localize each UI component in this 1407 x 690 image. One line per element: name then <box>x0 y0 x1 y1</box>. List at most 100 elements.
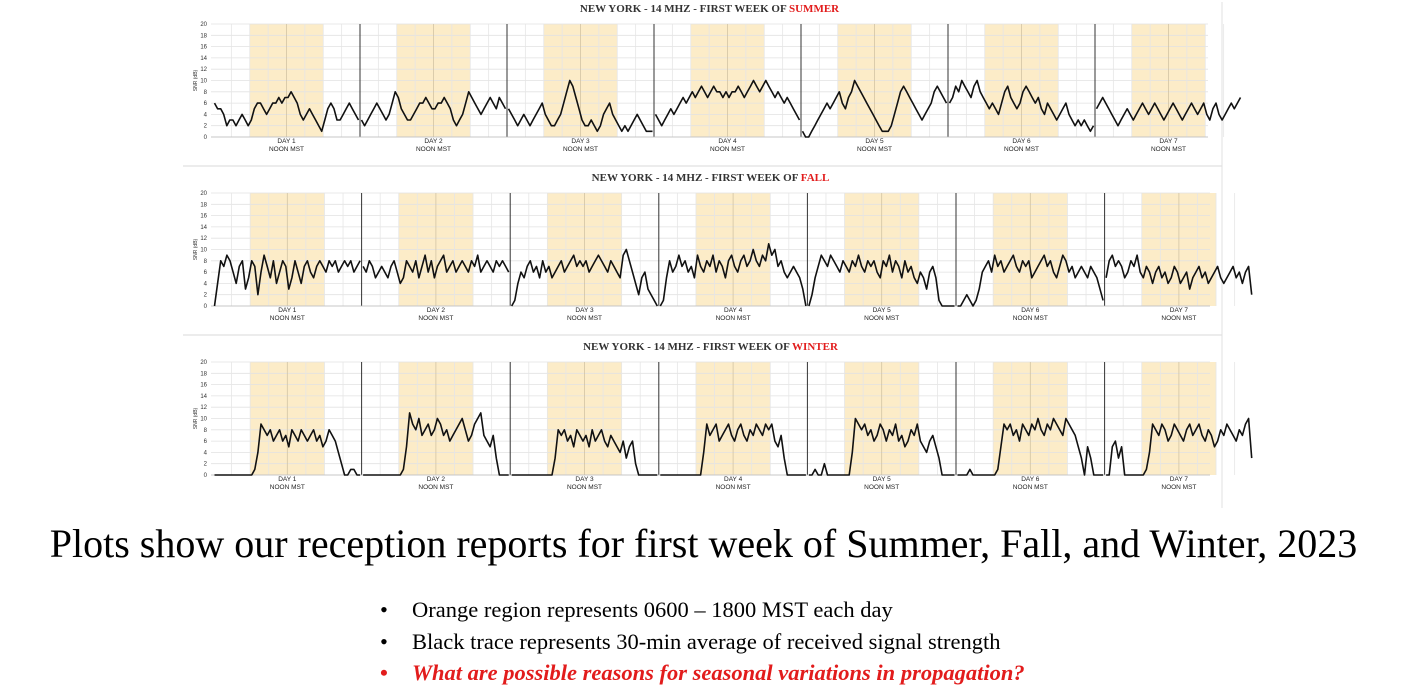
y-tick-label: 6 <box>204 101 208 107</box>
day-label: DAY 3 <box>575 476 594 483</box>
noon-label: NOON MST <box>567 484 602 491</box>
bullet-dot: • <box>380 628 388 654</box>
snr-trace-day-4 <box>654 79 801 127</box>
day-label: DAY 6 <box>1012 138 1031 145</box>
y-tick-label: 4 <box>204 450 208 456</box>
y-tick-label: 18 <box>200 202 207 208</box>
day-label: DAY 4 <box>724 307 743 314</box>
noon-label: NOON MST <box>716 484 751 491</box>
y-tick-label: 8 <box>204 428 208 434</box>
noon-label: NOON MST <box>1004 146 1039 153</box>
snr-trace-day-1 <box>213 254 361 307</box>
y-tick-label: 10 <box>200 248 207 254</box>
day-label: DAY 1 <box>278 307 297 314</box>
noon-label: NOON MST <box>418 315 453 322</box>
noon-label: NOON MST <box>864 484 899 491</box>
noon-label: NOON MST <box>270 315 305 322</box>
snr-trace-day-4 <box>659 243 807 307</box>
snr-trace-day-1 <box>214 423 361 476</box>
snr-trace-day-3 <box>507 79 653 133</box>
bullet-item-orange-region: • Orange region represents 0600 – 1800 MS… <box>380 594 1380 626</box>
snr-trace-day-2 <box>360 91 507 127</box>
y-tick-label: 18 <box>200 33 207 39</box>
y-tick-label: 14 <box>200 225 207 231</box>
day-label: DAY 2 <box>427 476 446 483</box>
chart-title: NEW YORK - 14 MHZ - FIRST WEEK OF SUMMER <box>580 3 840 15</box>
y-tick-label: 10 <box>200 417 207 423</box>
chart-summer: NEW YORK - 14 MHZ - FIRST WEEK OF SUMMER… <box>193 3 1242 153</box>
snr-trace-day-6 <box>957 254 1104 307</box>
day-label: DAY 3 <box>575 307 594 314</box>
noon-label: NOON MST <box>270 484 305 491</box>
chart-winter: NEW YORK - 14 MHZ - FIRST WEEK OF WINTER… <box>193 341 1253 491</box>
snr-trace-day-7 <box>1106 417 1253 476</box>
y-tick-label: 14 <box>200 394 207 400</box>
chart-fall: NEW YORK - 14 MHZ - FIRST WEEK OF FALL 0 2… <box>193 172 1253 322</box>
noon-label: NOON MST <box>857 146 892 153</box>
noon-label: NOON MST <box>864 315 899 322</box>
day-label: DAY 7 <box>1170 476 1189 483</box>
y-tick-label: 4 <box>204 112 208 118</box>
day-label: DAY 7 <box>1159 138 1178 145</box>
y-tick-label: 10 <box>200 79 207 85</box>
chart-title-prefix: NEW YORK - 14 MHZ - FIRST WEEK OF <box>592 172 801 184</box>
noon-label: NOON MST <box>1151 146 1186 153</box>
y-tick-label: 0 <box>204 135 208 141</box>
chart-title: NEW YORK - 14 MHZ - FIRST WEEK OF WINTER <box>583 341 839 353</box>
snr-trace-day-6 <box>948 79 1095 133</box>
day-label: DAY 5 <box>873 307 892 314</box>
chart-title-prefix: NEW YORK - 14 MHZ - FIRST WEEK OF <box>583 341 792 353</box>
bullet-item-question: • What are possible reasons for seasonal … <box>380 657 1380 689</box>
day-label: DAY 6 <box>1021 307 1040 314</box>
day-label: DAY 4 <box>718 138 737 145</box>
y-tick-label: 6 <box>204 439 208 445</box>
y-tick-label: 16 <box>200 383 207 389</box>
day-label: DAY 1 <box>277 138 296 145</box>
noon-label: NOON MST <box>716 315 751 322</box>
chart-title-prefix: NEW YORK - 14 MHZ - FIRST WEEK OF <box>580 3 789 15</box>
y-tick-label: 18 <box>200 371 207 377</box>
snr-trace-day-6 <box>957 417 1104 476</box>
y-tick-label: 12 <box>200 67 207 73</box>
snr-trace-day-1 <box>213 91 360 133</box>
day-label: DAY 6 <box>1021 476 1040 483</box>
noon-label: NOON MST <box>1013 484 1048 491</box>
y-tick-label: 14 <box>200 56 207 62</box>
y-tick-label: 16 <box>200 45 207 51</box>
day-label: DAY 4 <box>724 476 743 483</box>
y-axis-label: SNR (dB) <box>193 238 199 260</box>
noon-label: NOON MST <box>1161 315 1196 322</box>
chart-title: NEW YORK - 14 MHZ - FIRST WEEK OF FALL <box>592 172 830 184</box>
snr-trace-day-5 <box>808 417 955 476</box>
snr-trace-day-5 <box>801 79 948 138</box>
day-label: DAY 7 <box>1170 307 1189 314</box>
snr-trace-day-3 <box>511 428 658 476</box>
snr-trace-day-2 <box>362 254 510 285</box>
y-tick-label: 8 <box>204 259 208 265</box>
day-label: DAY 1 <box>278 476 297 483</box>
y-tick-label: 12 <box>200 236 207 242</box>
y-tick-label: 2 <box>204 124 208 130</box>
snr-trace-day-3 <box>511 248 658 307</box>
y-tick-label: 6 <box>204 270 208 276</box>
noon-label: NOON MST <box>416 146 451 153</box>
day-label: DAY 2 <box>427 307 446 314</box>
bullet-text: Black trace represents 30-min average of… <box>412 628 1001 654</box>
bullet-item-black-trace: • Black trace represents 30-min average o… <box>380 626 1380 658</box>
noon-label: NOON MST <box>1161 484 1196 491</box>
snr-trace-day-2 <box>363 412 509 476</box>
noon-label: NOON MST <box>269 146 304 153</box>
day-label: DAY 5 <box>873 476 892 483</box>
y-tick-label: 8 <box>204 90 208 96</box>
snr-trace-day-4 <box>660 423 806 476</box>
chart-title-season: FALL <box>801 172 830 184</box>
bullet-dot: • <box>380 660 388 685</box>
headline: Plots show our reception reports for fir… <box>49 521 1358 566</box>
y-tick-label: 16 <box>200 214 207 220</box>
chart-title-season: SUMMER <box>789 3 840 15</box>
y-tick-label: 12 <box>200 405 207 411</box>
y-tick-label: 20 <box>200 360 207 366</box>
y-tick-label: 0 <box>204 473 208 479</box>
bullet-text: What are possible reasons for seasonal v… <box>412 660 1025 685</box>
y-tick-label: 2 <box>204 293 208 299</box>
